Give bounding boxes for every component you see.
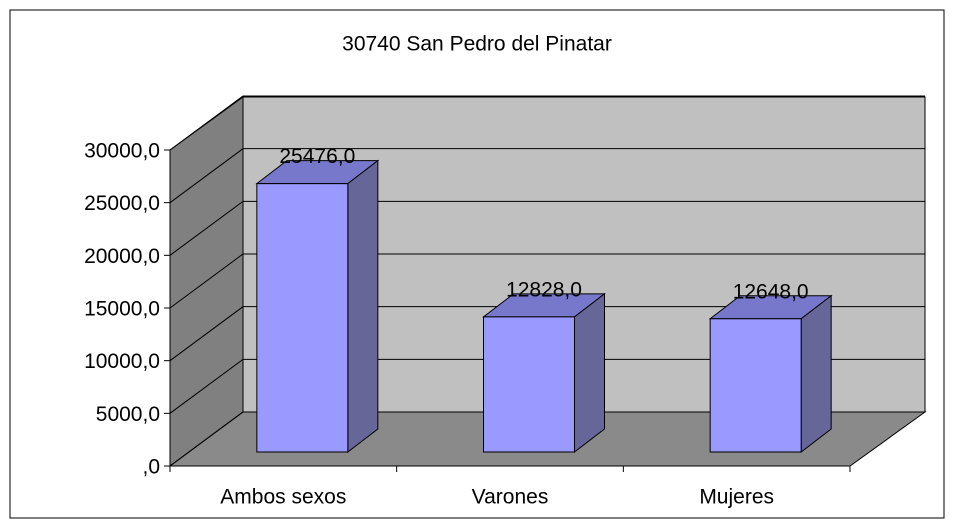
y-tick-label: 20000,0 bbox=[84, 245, 160, 268]
x-tick-label: Varones bbox=[472, 486, 549, 509]
y-tick-label: 30000,0 bbox=[84, 140, 160, 163]
data-label: 12828,0 bbox=[506, 278, 582, 301]
grid-line bbox=[169, 200, 925, 256]
data-label: 12648,0 bbox=[733, 280, 809, 303]
y-tick-label: ,0 bbox=[142, 456, 160, 479]
y-tick-label: 5000,0 bbox=[96, 403, 160, 426]
x-tick-label: Mujeres bbox=[699, 486, 774, 509]
grid-line bbox=[169, 411, 925, 467]
bar bbox=[256, 183, 349, 453]
y-tick-label: 15000,0 bbox=[84, 298, 160, 321]
data-label: 25476,0 bbox=[279, 145, 355, 168]
bar bbox=[709, 318, 802, 453]
bar-side bbox=[347, 159, 379, 454]
grid-line bbox=[169, 253, 925, 309]
chart-title: 30740 San Pedro del Pinatar bbox=[342, 33, 612, 56]
y-tick-label: 25000,0 bbox=[84, 192, 160, 215]
grid-line bbox=[169, 358, 925, 414]
bar bbox=[483, 316, 575, 453]
grid-line bbox=[169, 95, 925, 151]
grid-line bbox=[169, 148, 925, 204]
x-tick-label: Ambos sexos bbox=[220, 486, 346, 509]
grid-line bbox=[169, 306, 925, 362]
bar-side bbox=[574, 292, 605, 454]
bar-side bbox=[800, 294, 832, 454]
y-tick-label: 10000,0 bbox=[84, 350, 160, 373]
